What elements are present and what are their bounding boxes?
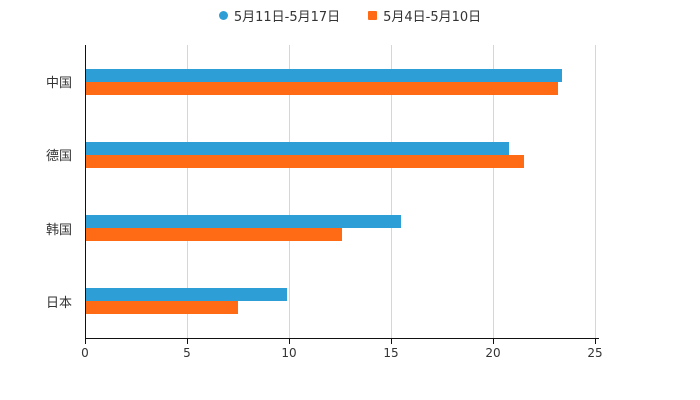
x-axis-tick — [391, 339, 392, 344]
bar-group — [85, 192, 595, 265]
chart-legend: 5月11日-5月17日 5月4日-5月10日 — [0, 6, 700, 25]
x-axis-tick — [85, 339, 86, 344]
gridline — [289, 45, 290, 338]
y-axis-label: 德国 — [45, 149, 72, 165]
bar-group — [85, 45, 595, 118]
bar-group — [85, 265, 595, 338]
y-axis-label: 日本 — [45, 295, 72, 311]
x-axis-tick-label: 10 — [281, 346, 297, 360]
x-axis-line — [85, 338, 599, 339]
x-axis-tick-label: 20 — [485, 346, 501, 360]
legend-item[interactable]: 5月4日-5月10日 — [368, 6, 481, 25]
bar — [85, 228, 343, 242]
bar — [85, 301, 238, 315]
bar — [85, 141, 510, 155]
bar — [85, 288, 287, 302]
x-axis-labels: 0 5 10 15 20 25 — [81, 346, 602, 362]
y-axis-label: 中国 — [45, 76, 72, 92]
circle-marker-icon — [218, 11, 228, 20]
x-axis-tick-label: 25 — [587, 346, 603, 360]
x-axis-tick-label: 0 — [81, 346, 89, 360]
x-axis-tick-label: 15 — [383, 346, 399, 360]
legend-label: 5月4日-5月10日 — [383, 10, 482, 25]
x-axis-tick — [493, 339, 494, 344]
gridline — [595, 45, 596, 338]
gridline — [493, 45, 494, 338]
bar — [85, 81, 559, 95]
legend-label: 5月11日-5月17日 — [233, 10, 341, 25]
gridline — [391, 45, 392, 338]
plot-area — [85, 45, 596, 338]
bar — [85, 154, 524, 168]
x-axis-tick — [187, 339, 188, 344]
y-axis-label: 韩国 — [45, 222, 72, 238]
y-axis-labels: 中国 德国 韩国 日本 — [0, 45, 78, 338]
gridline — [187, 45, 188, 338]
square-marker-icon — [368, 11, 378, 20]
y-axis-line — [85, 45, 86, 339]
x-axis-tick — [289, 339, 290, 344]
bar — [85, 215, 402, 229]
x-axis-tick-label: 5 — [183, 346, 191, 360]
bar-group — [85, 118, 595, 191]
bar — [85, 68, 563, 82]
legend-item[interactable]: 5月11日-5月17日 — [218, 6, 341, 25]
x-axis-tick — [595, 339, 596, 344]
